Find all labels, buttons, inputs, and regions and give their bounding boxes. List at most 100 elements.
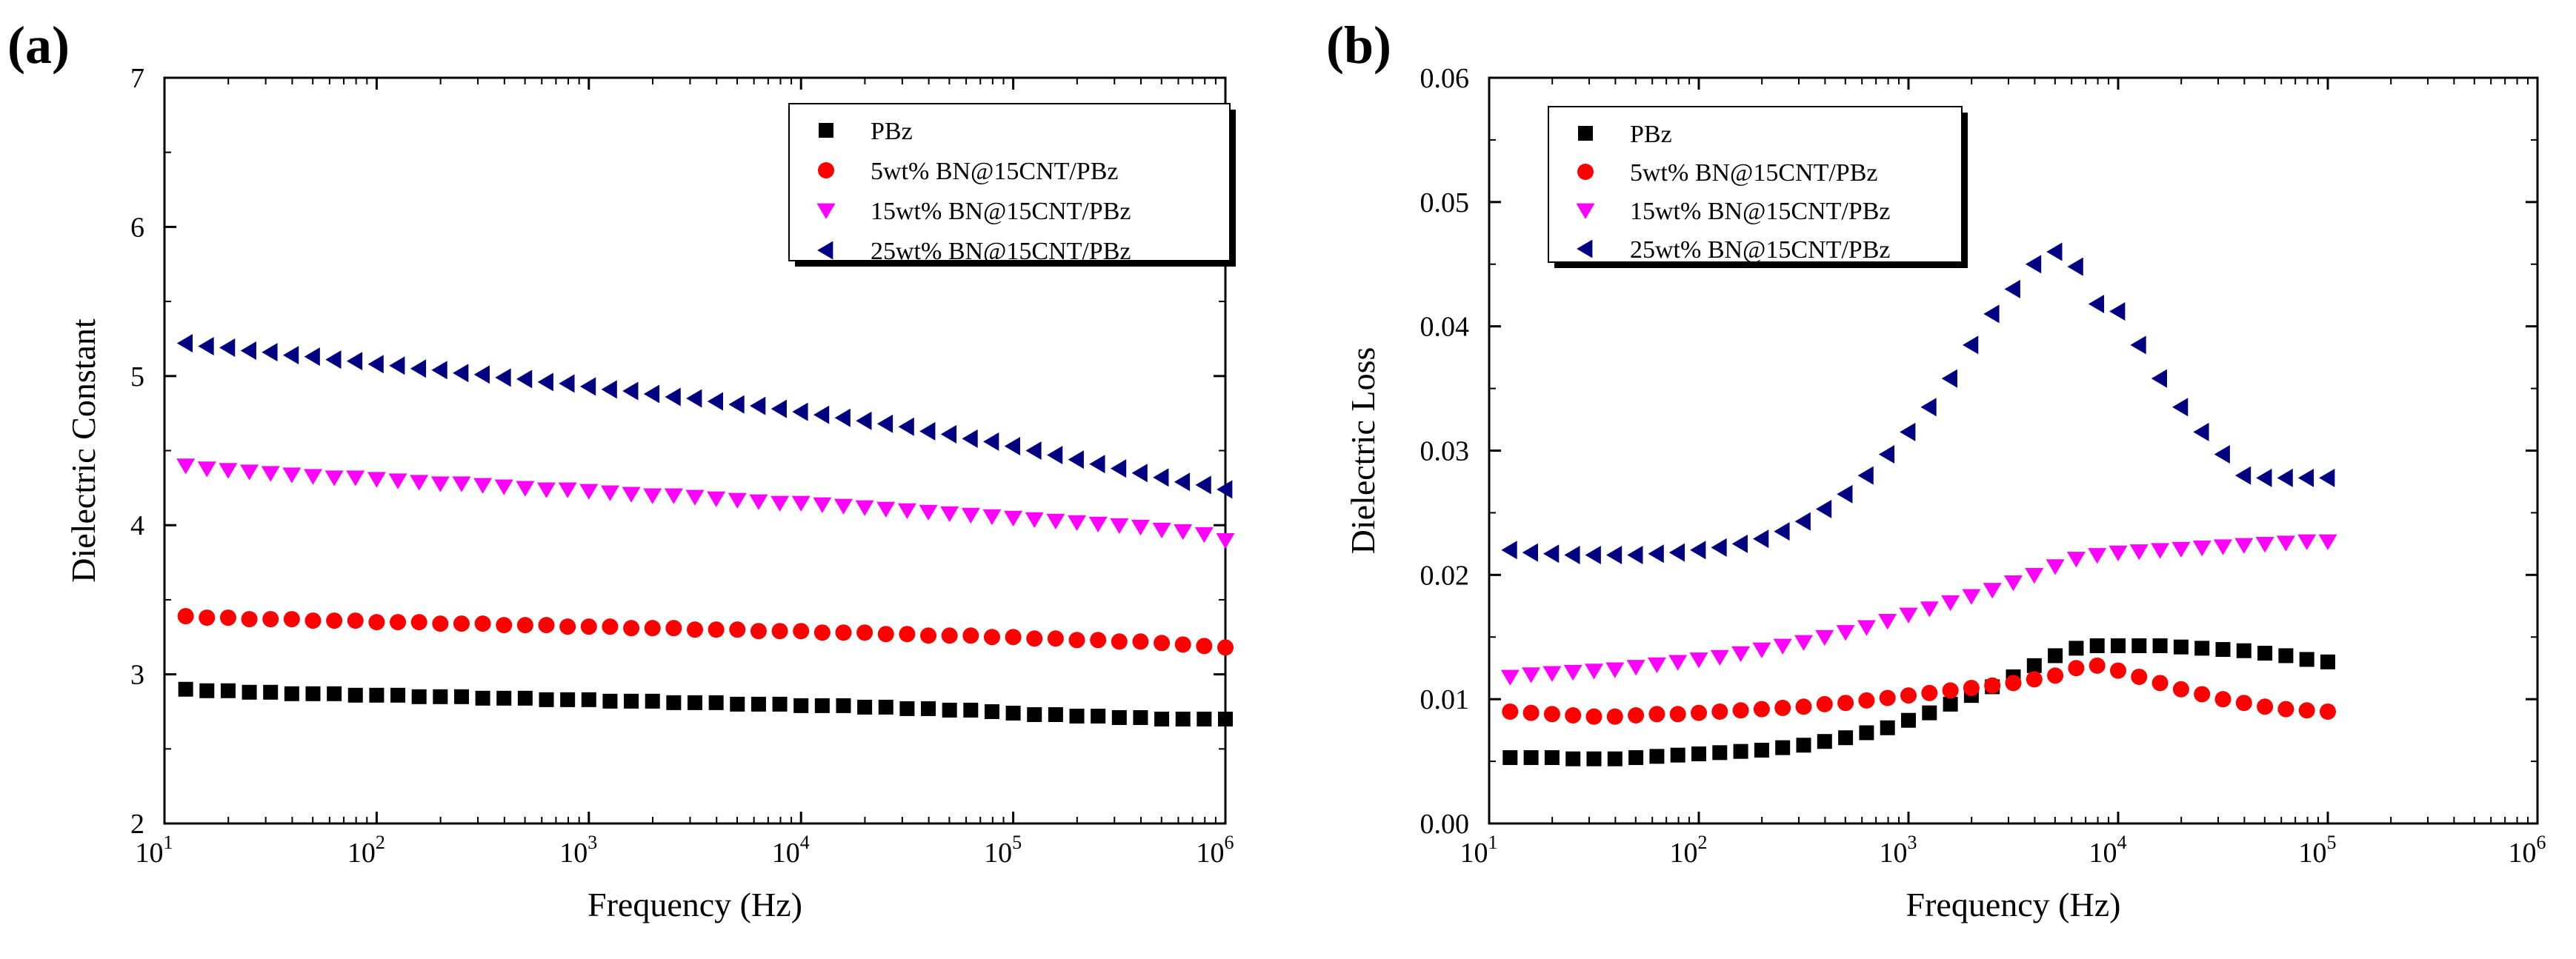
data-point: [1068, 515, 1087, 532]
data-point: [1605, 545, 1623, 564]
data-point: [2110, 662, 2126, 679]
data-point: [1197, 712, 1212, 727]
data-point: [516, 481, 535, 497]
data-point: [2299, 652, 2314, 667]
data-point: [942, 702, 957, 718]
data-point: [1941, 369, 1957, 388]
data-point: [813, 405, 830, 424]
data-point: [1154, 635, 1171, 652]
data-point: [1217, 480, 1233, 499]
data-point: [1110, 459, 1127, 478]
data-point: [304, 347, 320, 367]
data-point: [453, 364, 469, 383]
data-point: [325, 470, 344, 487]
data-point: [2026, 671, 2043, 688]
data-point: [537, 482, 556, 498]
data-point: [539, 692, 554, 707]
data-point: [602, 693, 618, 709]
series-bn25: [176, 333, 1233, 499]
data-point: [1565, 706, 1582, 724]
y-tick-label: 0.06: [1420, 63, 1470, 94]
data-point: [2194, 686, 2211, 703]
legend-marker: [816, 203, 836, 219]
data-point: [1068, 632, 1085, 649]
data-point: [963, 702, 979, 718]
series-bn15: [176, 458, 1235, 549]
data-point: [242, 684, 257, 700]
data-point: [1754, 742, 1769, 758]
data-point: [262, 611, 279, 628]
data-point: [1585, 708, 1602, 725]
data-point: [1564, 545, 1580, 564]
legend: PBz 5wt% BN@15CNT/PBz 15wt% BN@15CNT/PBz 25…: [788, 103, 1236, 267]
data-point: [813, 497, 832, 513]
data-point: [1005, 705, 1021, 721]
data-point: [516, 370, 533, 389]
data-point: [897, 503, 916, 519]
data-point: [1753, 529, 1769, 549]
data-point: [581, 692, 596, 707]
legend-label: 15wt% BN@15CNT/PBz: [871, 198, 1131, 225]
y-axis-title: Dielectric Loss: [1344, 347, 1382, 555]
data-point: [624, 693, 639, 709]
data-point: [984, 704, 999, 719]
data-point: [876, 501, 896, 518]
data-point: [1195, 475, 1211, 495]
y-tick-label: 0.03: [1420, 436, 1470, 467]
data-point: [1132, 633, 1149, 650]
data-point: [2004, 575, 2023, 592]
data-point: [686, 389, 702, 408]
data-point: [983, 629, 1000, 646]
data-point: [685, 489, 705, 506]
data-point: [176, 458, 196, 475]
data-point: [1710, 649, 1729, 666]
data-point: [1668, 655, 1688, 671]
data-point: [962, 429, 978, 448]
data-point: [2192, 541, 2211, 557]
data-point: [473, 478, 493, 494]
data-point: [2214, 539, 2232, 555]
data-point: [1543, 706, 1560, 723]
data-point: [517, 690, 533, 706]
data-point: [1154, 712, 1170, 727]
data-point: [1859, 725, 1874, 741]
y-tick-label: 7: [130, 63, 144, 94]
legend-marker: [819, 123, 833, 138]
series-pbz: [178, 681, 1233, 727]
data-point: [899, 701, 915, 716]
data-point: [729, 621, 746, 638]
data-point: [2069, 641, 2084, 656]
series-pbz: [1502, 638, 2335, 766]
legend-marker: [1577, 164, 1594, 180]
data-point: [432, 615, 449, 632]
data-point: [1920, 601, 1939, 618]
data-point: [750, 696, 766, 712]
data-point: [1025, 512, 1044, 529]
panel-label: (a): [7, 16, 70, 75]
data-point: [560, 692, 576, 707]
data-point: [2193, 422, 2209, 441]
data-point: [2173, 639, 2189, 655]
data-point: [2131, 638, 2147, 653]
data-point: [390, 687, 406, 703]
data-point: [919, 421, 936, 441]
data-point: [792, 402, 808, 421]
data-point: [1816, 695, 1833, 712]
data-point: [1649, 749, 1665, 764]
data-point: [410, 614, 427, 631]
x-tick-label: 105: [2299, 832, 2337, 869]
data-point: [1941, 595, 1960, 612]
data-point: [1857, 466, 1874, 485]
data-point: [1501, 541, 1517, 560]
data-point: [347, 612, 364, 629]
data-point: [2067, 257, 2083, 276]
data-point: [2278, 648, 2294, 664]
data-point: [771, 495, 790, 512]
legend-box: [1548, 106, 1963, 263]
data-point: [1110, 518, 1129, 535]
legend: PBz 5wt% BN@15CNT/PBz 15wt% BN@15CNT/PBz 25…: [1548, 106, 1968, 268]
data-point: [750, 396, 766, 415]
data-point: [2025, 255, 2042, 274]
